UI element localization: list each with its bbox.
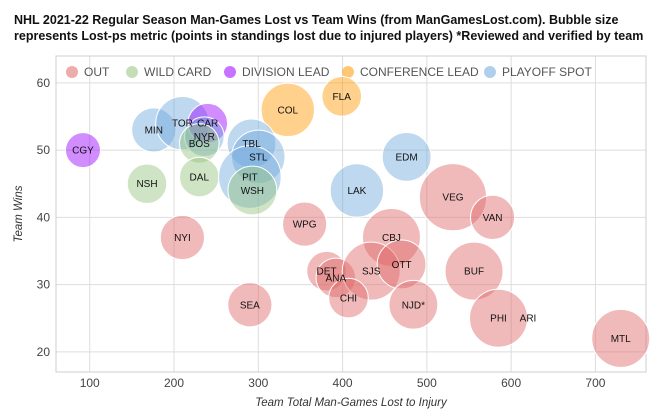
bubble-cgy xyxy=(64,132,101,169)
legend-label: OUT xyxy=(84,65,110,79)
bubble-label: NJD* xyxy=(402,300,425,311)
bubble-label: CGY xyxy=(72,146,94,157)
bubble-wpg xyxy=(282,201,328,247)
bubble-layer xyxy=(64,76,651,368)
bubble-mtl xyxy=(591,308,651,368)
bubble-label: NSH xyxy=(136,179,157,190)
x-tick-label: 200 xyxy=(164,376,184,390)
x-tick-label: 400 xyxy=(333,376,353,390)
bubble-njd xyxy=(388,279,439,330)
bubble-label: STL xyxy=(249,152,268,163)
x-tick-label: 700 xyxy=(585,376,605,390)
bubble-phi xyxy=(469,288,528,348)
bubble-stl xyxy=(231,129,286,185)
bubble-dal xyxy=(178,156,220,198)
legend-item-out: OUT xyxy=(66,65,110,79)
bubble-edm xyxy=(381,131,432,182)
bubble-label: BOS xyxy=(189,139,210,150)
legend-label: WILD CARD xyxy=(144,65,212,79)
y-tick-label: 50 xyxy=(37,143,51,157)
bubble-label: BUF xyxy=(464,267,484,278)
bubble-label: CBJ xyxy=(382,233,401,244)
y-tick-label: 20 xyxy=(37,345,51,359)
bubble-car xyxy=(187,102,229,144)
plot-frame xyxy=(55,55,647,373)
legend-swatch xyxy=(126,66,138,78)
bubble-label: PIT xyxy=(242,173,258,184)
legend-label: PLAYOFF SPOT xyxy=(502,65,592,79)
bubble-ott xyxy=(376,239,427,290)
bubble-lak xyxy=(329,163,385,218)
bubble-label: PHI xyxy=(490,314,507,325)
legend-item-conference: CONFERENCE LEAD xyxy=(342,65,479,79)
bubble-label: MTL xyxy=(611,334,631,345)
x-axis-label: Team Total Man-Games Lost to Injury xyxy=(255,397,448,409)
bubble-nyi xyxy=(159,214,206,261)
legend-item-division: DIVISION LEAD xyxy=(224,65,330,79)
bubble-label: TBL xyxy=(242,139,261,150)
bubble-van xyxy=(470,194,516,240)
bubble-label: CAR xyxy=(197,119,218,130)
bubble-veg xyxy=(418,163,488,232)
y-tick-label: 40 xyxy=(37,210,51,224)
bubble-label: SJS xyxy=(362,267,381,278)
legend: OUT WILD CARD DIVISION LEAD CONFERENCE LEAD… xyxy=(66,65,592,79)
bubble-sea xyxy=(227,282,273,328)
legend-swatch xyxy=(342,66,354,78)
x-tick-label: 300 xyxy=(248,376,268,390)
x-tick-label: 100 xyxy=(80,376,100,390)
bubble-fla xyxy=(321,76,363,117)
bubble-min xyxy=(131,107,177,153)
bubble-label: COL xyxy=(278,105,299,116)
bubble-pit xyxy=(218,145,282,209)
bubble-label: WSH xyxy=(241,186,264,197)
legend-item-playoff: PLAYOFF SPOT xyxy=(484,65,592,79)
bubble-cbj xyxy=(361,208,421,268)
x-tick-label: 500 xyxy=(417,376,437,390)
legend-label: DIVISION LEAD xyxy=(242,65,330,79)
bubble-label: CHI xyxy=(340,294,357,305)
y-tick-label: 30 xyxy=(37,278,51,292)
bubble-label: DAL xyxy=(190,173,210,184)
bubble-bos xyxy=(178,123,220,164)
bubble-label: NYR xyxy=(194,132,215,143)
bubble-tor xyxy=(155,96,210,151)
bubble-label: ARI xyxy=(520,314,537,325)
bubble-label: LAK xyxy=(347,186,366,197)
bubble-chi xyxy=(328,277,369,319)
bubble-label: VAN xyxy=(483,213,503,224)
bubble-col xyxy=(260,82,315,137)
bubble-sjs xyxy=(341,241,401,301)
bubble-label: VEG xyxy=(442,193,463,204)
grid-lines xyxy=(55,55,647,373)
bubble-label: TOR xyxy=(172,119,193,130)
y-axis-label: Team Wins xyxy=(13,185,25,242)
y-tick-label: 60 xyxy=(37,76,51,90)
bubble-label: NYI xyxy=(174,233,191,244)
bubble-label: SEA xyxy=(240,300,260,311)
bubble-wsh xyxy=(227,165,278,216)
legend-label: CONFERENCE LEAD xyxy=(360,65,479,79)
bubble-nsh xyxy=(126,163,168,205)
bubble-label: ANA xyxy=(326,273,347,284)
bubble-nyr xyxy=(184,116,225,157)
legend-item-wildcard: WILD CARD xyxy=(126,65,212,79)
chart-title: NHL 2021-22 Regular Season Man-Games Los… xyxy=(14,13,644,43)
bubble-label: EDM xyxy=(396,152,418,163)
legend-swatch xyxy=(224,66,236,78)
bubble-ana xyxy=(315,257,357,299)
bubble-label: WPG xyxy=(293,220,317,231)
bubble-label: DET xyxy=(317,267,337,278)
x-tick-label: 600 xyxy=(501,376,521,390)
legend-swatch xyxy=(484,66,496,78)
legend-swatch xyxy=(66,66,78,78)
bubble-label: FLA xyxy=(333,92,352,103)
tick-labels: 100 200 300 400 500 600 700 20 30 40 50 60 xyxy=(37,76,606,390)
bubble-label: MIN xyxy=(145,125,163,136)
bubble-tbl xyxy=(226,118,277,169)
bubble-label: OTT xyxy=(392,260,412,271)
bubble-buf xyxy=(444,241,504,301)
